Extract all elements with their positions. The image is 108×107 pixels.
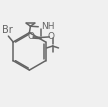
Text: O: O (28, 32, 35, 41)
Text: NH: NH (41, 22, 54, 31)
Text: O: O (47, 32, 54, 41)
Text: Br: Br (2, 25, 13, 35)
